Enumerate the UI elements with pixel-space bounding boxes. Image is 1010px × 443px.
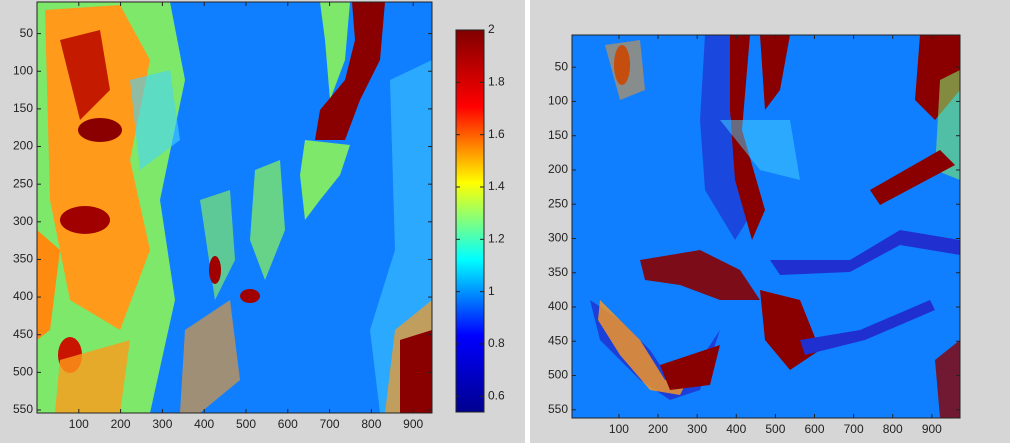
x-tick-label: 300	[152, 417, 172, 431]
y-tick-label: 550	[13, 402, 33, 416]
x-tick-label: 400	[726, 422, 746, 436]
y-tick-label: 100	[13, 63, 33, 77]
y-tick-label: 200	[13, 139, 33, 153]
x-tick-label: 500	[765, 422, 785, 436]
x-tick-label: 700	[844, 422, 864, 436]
colorbar-tick-label: 0.8	[488, 336, 505, 350]
y-tick-label: 550	[548, 402, 568, 416]
y-tick-label: 150	[13, 101, 33, 115]
y-tick-label: 350	[13, 252, 33, 266]
x-tick-label: 800	[361, 417, 381, 431]
x-tick-label: 200	[648, 422, 668, 436]
y-tick-label: 100	[548, 94, 568, 108]
y-tick-label: 400	[548, 299, 568, 313]
x-tick-label: 600	[278, 417, 298, 431]
figure: 0.6 0.8 1 1.2 1.4 1.6 1.8 2 100 200 300 400 500 600 7…	[0, 0, 1010, 443]
heatmap-image	[572, 35, 960, 418]
x-tick-label: 900	[922, 422, 942, 436]
colorbar-tick-label: 0.6	[488, 388, 505, 402]
x-tick-label: 300	[687, 422, 707, 436]
colorbar-tick-label: 1.8	[488, 75, 505, 89]
x-tick-label: 900	[403, 417, 423, 431]
y-tick-label: 50	[20, 26, 34, 40]
x-tick-label: 100	[609, 422, 629, 436]
y-tick-label: 500	[548, 368, 568, 382]
y-tick-label: 250	[13, 176, 33, 190]
y-tick-label: 250	[548, 196, 568, 210]
colorbar-tick-label: 2	[488, 22, 495, 36]
y-tick-label: 300	[13, 214, 33, 228]
x-tick-label: 600	[804, 422, 824, 436]
colorbar-tick-label: 1.6	[488, 127, 505, 141]
colorbar-tick-label: 1.4	[488, 179, 505, 193]
y-tick-label: 450	[13, 327, 33, 341]
y-tick-label: 350	[548, 265, 568, 279]
x-tick-label: 100	[69, 417, 89, 431]
colorbar-tick-label: 1.2	[488, 231, 505, 245]
colorbar-scale	[456, 30, 484, 412]
y-tick-label: 450	[548, 333, 568, 347]
x-tick-label: 400	[194, 417, 214, 431]
y-tick-label: 300	[548, 231, 568, 245]
y-tick-label: 50	[555, 59, 569, 73]
y-tick-label: 400	[13, 289, 33, 303]
x-tick-label: 800	[883, 422, 903, 436]
y-tick-label: 500	[13, 365, 33, 379]
x-tick-label: 500	[236, 417, 256, 431]
y-tick-label: 200	[548, 162, 568, 176]
x-tick-label: 700	[320, 417, 340, 431]
colorbar-tick-label: 1	[488, 284, 495, 298]
y-tick-label: 150	[548, 128, 568, 142]
x-tick-label: 200	[111, 417, 131, 431]
